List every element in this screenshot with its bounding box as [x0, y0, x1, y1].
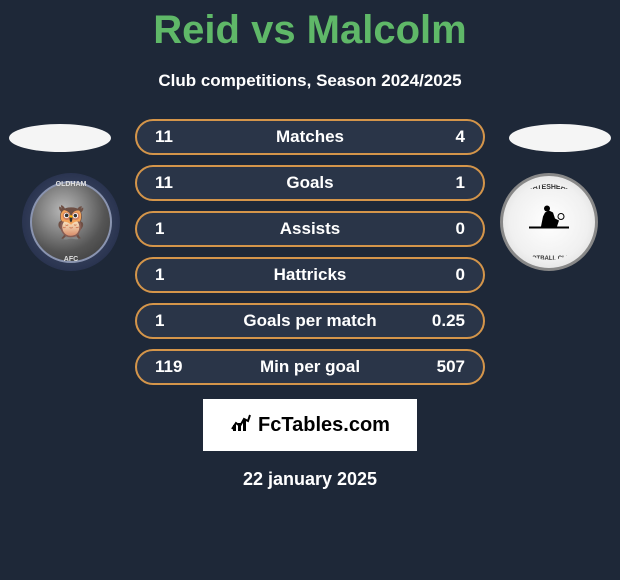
badge-left-text-bottom: AFC: [64, 256, 78, 263]
stat-label: Goals per match: [243, 311, 376, 331]
stat-label: Goals: [286, 173, 333, 193]
stat-label: Hattricks: [274, 265, 347, 285]
stat-label: Matches: [276, 127, 344, 147]
badge-right-text-bottom: FOOTBALL CLUB: [524, 256, 575, 260]
stat-left-value: 1: [155, 265, 205, 285]
country-flag-right: [509, 124, 611, 152]
chart-icon: [230, 411, 252, 439]
owl-icon: 🦉: [51, 203, 91, 241]
club-badge-left: OLDHAM 🦉 AFC: [22, 173, 120, 271]
stat-left-value: 11: [155, 127, 205, 147]
stat-left-value: 1: [155, 219, 205, 239]
date-label: 22 january 2025: [0, 469, 620, 490]
branding-text: FcTables.com: [258, 414, 390, 437]
stat-right-value: 0: [415, 265, 465, 285]
club-badge-right: GATESHEAD FOOTBALL CLUB: [500, 173, 598, 271]
stat-right-value: 4: [415, 127, 465, 147]
stat-left-value: 1: [155, 311, 205, 331]
stat-row-assists: 1 Assists 0: [135, 211, 485, 247]
stat-right-value: 507: [415, 357, 465, 377]
stats-container: 11 Matches 4 11 Goals 1 1 Assists 0 1 Ha…: [135, 119, 485, 385]
stat-right-value: 0: [415, 219, 465, 239]
stat-right-value: 1: [415, 173, 465, 193]
comparison-title: Reid vs Malcolm: [0, 0, 620, 53]
subtitle: Club competitions, Season 2024/2025: [0, 71, 620, 91]
stat-label: Assists: [280, 219, 340, 239]
badge-right-text-top: GATESHEAD: [527, 184, 570, 191]
stat-row-matches: 11 Matches 4: [135, 119, 485, 155]
stat-row-goals-per-match: 1 Goals per match 0.25: [135, 303, 485, 339]
player-silhouette-icon: [529, 199, 569, 246]
stat-row-min-per-goal: 119 Min per goal 507: [135, 349, 485, 385]
stat-row-goals: 11 Goals 1: [135, 165, 485, 201]
stat-right-value: 0.25: [415, 311, 465, 331]
stat-left-value: 119: [155, 357, 205, 377]
stat-left-value: 11: [155, 173, 205, 193]
branding-footer: FcTables.com: [203, 399, 417, 451]
stat-label: Min per goal: [260, 357, 360, 377]
stat-row-hattricks: 1 Hattricks 0: [135, 257, 485, 293]
badge-left-text-top: OLDHAM: [56, 181, 87, 188]
country-flag-left: [9, 124, 111, 152]
